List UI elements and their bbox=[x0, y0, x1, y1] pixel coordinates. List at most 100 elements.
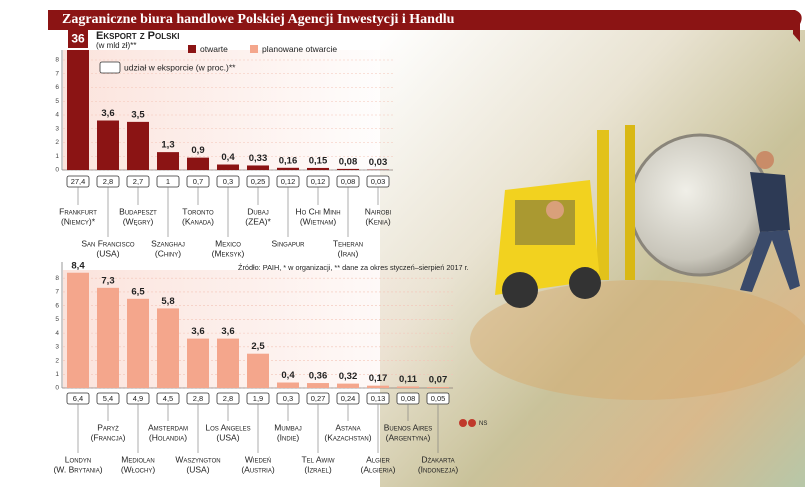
x-tick-label: Toronto bbox=[182, 206, 214, 216]
x-tick-label: Mumbaj bbox=[274, 422, 301, 432]
y-tick-label: 0 bbox=[55, 167, 59, 174]
y-tick-label: 1 bbox=[55, 153, 59, 160]
share-label: 0,7 bbox=[193, 177, 203, 186]
photo-forklift bbox=[495, 125, 635, 308]
x-tick-label: Astana bbox=[335, 422, 360, 432]
y-tick-label: 4 bbox=[55, 330, 59, 337]
value-label: 8,4 bbox=[71, 260, 85, 271]
share-label: 0,05 bbox=[431, 394, 446, 403]
share-label: 4,9 bbox=[133, 394, 143, 403]
bar bbox=[367, 385, 389, 388]
share-label: 0,27 bbox=[311, 394, 326, 403]
x-tick-label: Szanghaj bbox=[151, 238, 185, 248]
share-label: 0,03 bbox=[371, 177, 386, 186]
y-tick-label: 4 bbox=[55, 112, 59, 119]
bar bbox=[307, 167, 329, 170]
x-tick-label: Dubaj bbox=[247, 206, 268, 216]
share-label: 0,3 bbox=[223, 177, 233, 186]
value-label: 0,36 bbox=[309, 371, 328, 382]
x-tick-label: Los Angeles bbox=[205, 422, 250, 432]
value-label: 0,15 bbox=[309, 155, 328, 166]
x-tick-sublabel: (USA) bbox=[216, 432, 239, 442]
credit-icon bbox=[468, 419, 476, 427]
x-tick-sublabel: (Austria) bbox=[241, 464, 275, 474]
value-label: 2,5 bbox=[251, 341, 265, 352]
legend-swatch bbox=[188, 45, 196, 53]
share-label: 1,9 bbox=[253, 394, 263, 403]
chart-subtitle: (w mld zł)** bbox=[96, 41, 136, 50]
x-tick-sublabel: (Algieria) bbox=[360, 464, 395, 474]
bar bbox=[277, 382, 299, 388]
x-tick-label: Waszyngton bbox=[175, 454, 220, 464]
x-tick-label: Nairobi bbox=[365, 206, 392, 216]
photo-coin bbox=[628, 133, 772, 277]
bar bbox=[217, 164, 239, 170]
y-tick-label: 7 bbox=[55, 70, 59, 77]
bar bbox=[127, 298, 149, 388]
y-tick-label: 6 bbox=[55, 302, 59, 309]
bar bbox=[67, 50, 89, 170]
value-label: 3,6 bbox=[101, 108, 114, 119]
value-label: 7,3 bbox=[101, 275, 114, 286]
legend-label: otwarte bbox=[200, 44, 228, 54]
share-label: 0,12 bbox=[281, 177, 296, 186]
bar bbox=[397, 386, 419, 388]
photo-map-land bbox=[470, 280, 805, 400]
x-tick-sublabel: (Argentyna) bbox=[386, 432, 431, 442]
y-tick-label: 2 bbox=[55, 357, 59, 364]
x-tick-label: Tel Awiw bbox=[301, 454, 334, 464]
value-label: 0,11 bbox=[399, 374, 418, 385]
y-tick-label: 6 bbox=[55, 84, 59, 91]
share-label: 2,7 bbox=[133, 177, 143, 186]
x-tick-label: Teheran bbox=[333, 238, 363, 248]
x-tick-sublabel: (Kenia) bbox=[365, 216, 391, 226]
bar bbox=[427, 387, 449, 388]
bar bbox=[187, 157, 209, 170]
y-tick-label: 3 bbox=[55, 125, 59, 132]
value-label: 3,6 bbox=[221, 326, 234, 337]
share-label: 0,3 bbox=[283, 394, 293, 403]
bar bbox=[97, 120, 119, 170]
value-label: 0,03 bbox=[369, 157, 388, 168]
x-tick-label: Frankfurt bbox=[59, 206, 97, 216]
share-label: 0,08 bbox=[341, 177, 356, 186]
x-tick-label: Wiedeń bbox=[245, 454, 271, 464]
value-label: 0,17 bbox=[369, 373, 388, 384]
y-tick-label: 5 bbox=[55, 98, 59, 105]
x-tick-sublabel: (Indie) bbox=[277, 432, 300, 442]
x-tick-label: Budapeszt bbox=[119, 206, 157, 216]
value-label: 1,3 bbox=[161, 140, 174, 151]
bar bbox=[187, 338, 209, 388]
value-badge bbox=[68, 30, 88, 48]
y-tick-label: 1 bbox=[55, 371, 59, 378]
value-label: 0,07 bbox=[429, 375, 448, 386]
x-tick-label: Buenos Aires bbox=[384, 422, 433, 432]
bar bbox=[247, 165, 269, 170]
bar bbox=[97, 287, 119, 388]
x-tick-label: Algier bbox=[366, 454, 390, 464]
x-tick-sublabel: (Węgry) bbox=[123, 216, 154, 226]
bar bbox=[307, 383, 329, 388]
x-tick-label: Mediolan bbox=[121, 454, 154, 464]
credit-icon bbox=[459, 419, 467, 427]
chart-title: Eksport z Polski bbox=[96, 30, 179, 42]
value-label: 0,08 bbox=[339, 156, 358, 167]
share-label: 0,12 bbox=[311, 177, 326, 186]
x-tick-sublabel: (Chiny) bbox=[155, 248, 181, 258]
credit: NS bbox=[479, 421, 487, 427]
bar bbox=[337, 383, 359, 388]
x-tick-sublabel: (Włochy) bbox=[121, 464, 156, 474]
value-label: 36 bbox=[71, 32, 85, 46]
x-tick-sublabel: (Kazachstan) bbox=[324, 432, 371, 442]
share-label: 4,5 bbox=[163, 394, 173, 403]
x-tick-label: San Francisco bbox=[81, 238, 135, 248]
value-label: 5,8 bbox=[161, 296, 174, 307]
x-tick-sublabel: (Izrael) bbox=[304, 464, 332, 474]
x-tick-sublabel: (Holandia) bbox=[149, 432, 187, 442]
share-label: 27,4 bbox=[71, 177, 86, 186]
x-tick-sublabel: (Wietnam) bbox=[300, 216, 337, 226]
y-tick-label: 2 bbox=[55, 139, 59, 146]
share-label: 2,8 bbox=[193, 394, 203, 403]
value-label: 0,4 bbox=[281, 370, 295, 381]
source: Źródło: PAIH, * w organizacji, ** dane z… bbox=[238, 263, 469, 272]
